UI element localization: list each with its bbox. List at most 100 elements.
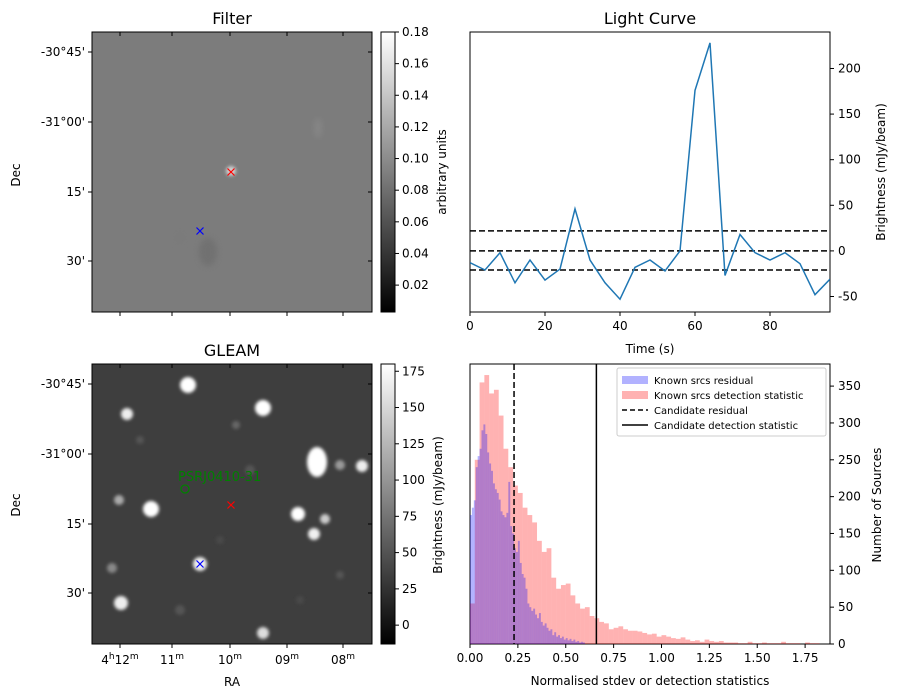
colorbar-tick-label: 0.16	[402, 57, 429, 71]
histogram-bar	[618, 626, 624, 644]
residual-series	[470, 424, 585, 644]
filter-ylabel: Dec	[9, 163, 23, 186]
histogram-bar	[613, 627, 619, 644]
gleam-colorbar-ticks: 0 25 50 75 100 125 150 175	[395, 364, 425, 632]
filter-image	[92, 32, 372, 312]
gleam-colorbar-gradient	[380, 363, 396, 645]
histogram-bar	[512, 533, 515, 644]
colorbar-tick-label: 0.06	[402, 215, 429, 229]
ytick-label: 300	[838, 416, 861, 430]
histogram-bar	[809, 643, 815, 644]
histogram-bar	[604, 623, 609, 644]
light-curve-plot	[470, 42, 830, 301]
ytick-label: -50	[838, 289, 858, 303]
gleam-frame	[91, 363, 373, 645]
legend-label: Candidate detection statistic	[654, 421, 798, 432]
histogram-bar	[554, 632, 557, 644]
light-curve-panel: Light Curve 0 20 40 60 80 -50 0 50 100 150 200 Tim…	[466, 9, 888, 356]
legend-label: Known srcs detection statistic	[654, 391, 803, 402]
histogram-bar	[484, 375, 490, 644]
colorbar-tick-label: 175	[402, 364, 425, 378]
histogram-bar	[671, 638, 676, 644]
source-marker	[196, 227, 204, 235]
histogram-bar	[470, 603, 475, 644]
colorbar-tick-label: 0.10	[402, 152, 429, 166]
histogram-bar	[529, 607, 532, 644]
histogram-bar	[718, 641, 724, 644]
histogram-bar	[550, 629, 553, 644]
ytick-label: 15'	[66, 517, 85, 531]
histogram-bar	[491, 470, 493, 644]
candidate-marker	[227, 168, 235, 176]
ytick-label: 150	[838, 107, 861, 121]
histogram-bar	[471, 507, 474, 644]
histogram-bar	[504, 517, 507, 644]
ytick-label: -31°00'	[41, 115, 85, 129]
gleam-ylabel: Dec	[9, 493, 23, 516]
xtick-label: 80	[762, 319, 777, 333]
ytick-label: 50	[838, 600, 853, 614]
colorbar-tick-label: 0.08	[402, 183, 429, 197]
histogram-bar	[535, 614, 538, 644]
detection-statistic-series	[470, 375, 820, 644]
histogram-bar	[766, 643, 772, 644]
light-curve-xlabel: Time (s)	[625, 342, 675, 356]
histogram-bar	[485, 434, 488, 644]
histogram-legend: Known srcs residual Known srcs detection …	[616, 367, 827, 437]
ytick-label: -31°00'	[41, 447, 85, 461]
xtick-label: 1.75	[792, 651, 819, 665]
ytick-label: 30'	[66, 254, 85, 268]
colorbar-tick-label: 75	[402, 509, 417, 523]
ytick-label: 100	[838, 153, 861, 167]
histogram-bar	[560, 638, 562, 644]
histogram-xlabel: Normalised stdev or detection statistics	[531, 674, 770, 688]
ytick-label: 30'	[66, 586, 85, 600]
histogram-bar	[589, 616, 595, 644]
gleam-xlabel: RA	[224, 675, 241, 689]
colorbar-tick-label: 100	[402, 473, 425, 487]
histogram-bar	[552, 635, 555, 644]
histogram-bar	[704, 639, 710, 644]
histogram-bar	[517, 540, 520, 644]
histogram-bar	[531, 610, 534, 644]
histogram-bar	[473, 500, 476, 644]
light-curve-ylabel: Brightness (mJy/beam)	[874, 103, 888, 241]
gleam-panel: GLEAM	[9, 341, 373, 689]
histogram-bar	[699, 641, 705, 644]
filter-colorbar-label: arbitrary units	[435, 129, 449, 215]
histogram-bar	[479, 382, 485, 644]
histogram-bar	[757, 643, 763, 644]
histogram-bar	[493, 389, 499, 644]
ytick-label: -30°45'	[41, 45, 85, 59]
histogram-bar	[521, 574, 524, 644]
histogram-bar	[517, 492, 523, 644]
histogram-bar	[666, 636, 672, 644]
histogram-bar	[513, 485, 518, 644]
histogram-bar	[479, 448, 482, 644]
filter-colorbar-gradient	[380, 31, 396, 313]
histogram-bar	[733, 642, 739, 644]
histogram-bar	[571, 641, 574, 644]
colorbar-tick-label: 0.14	[402, 88, 429, 102]
ytick-label: 200	[838, 490, 861, 504]
xtick-label: 0	[466, 319, 474, 333]
histogram-bar	[608, 629, 614, 644]
histogram-bar	[656, 636, 662, 644]
histogram-bar	[742, 643, 748, 644]
xtick-label: 0.75	[600, 651, 627, 665]
histogram-bar	[752, 643, 758, 644]
histogram-bar	[494, 489, 497, 644]
histogram-bar	[515, 551, 518, 644]
histogram-bar	[599, 621, 605, 644]
source-marker	[196, 560, 204, 568]
ytick-label: 15'	[66, 185, 85, 199]
xtick-label: 1.00	[648, 651, 675, 665]
histogram-bar	[582, 642, 585, 644]
histogram-bar	[558, 635, 560, 644]
ytick-label: 350	[838, 379, 861, 393]
histogram-bar	[527, 603, 530, 644]
ytick-label: 50	[838, 198, 853, 212]
ytick-label: 150	[838, 526, 861, 540]
histogram-bar	[570, 595, 576, 644]
histogram-bar	[561, 636, 564, 644]
